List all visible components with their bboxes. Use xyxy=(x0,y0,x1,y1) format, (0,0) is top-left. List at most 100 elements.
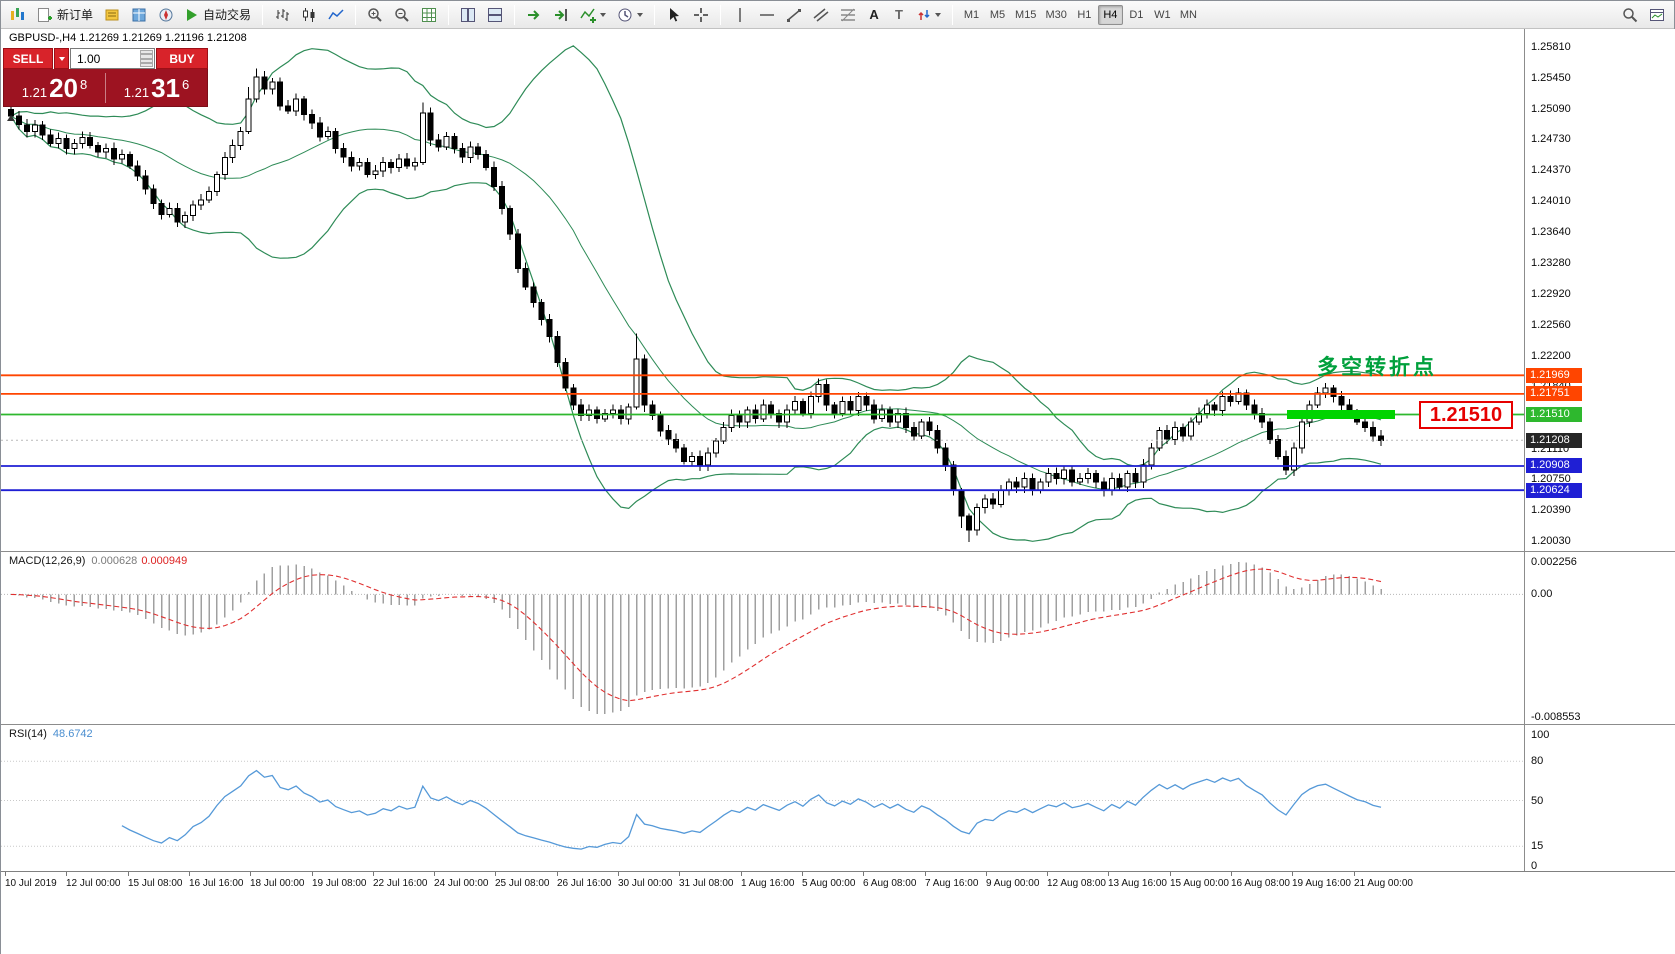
volume-decrease-button[interactable] xyxy=(140,58,153,67)
app-icon xyxy=(5,4,31,26)
chart-shift-button[interactable] xyxy=(548,4,574,26)
candle xyxy=(23,124,30,133)
rsi-scale[interactable]: 100 80 50 15 0 xyxy=(1524,725,1675,871)
volume-spinner xyxy=(140,50,153,67)
search-button[interactable] xyxy=(1617,4,1643,26)
time-axis-tick xyxy=(250,872,251,876)
toolbar-separator xyxy=(654,4,656,25)
chart-profile-button[interactable] xyxy=(1644,4,1670,26)
timeframe-button-m1[interactable]: M1 xyxy=(963,8,980,21)
main-chart-pane[interactable]: 1.25810 1.25450 1.25090 1.24730 1.24370 1.240… xyxy=(1,29,1675,551)
timeframe-button-m15[interactable]: M15 xyxy=(1015,8,1037,21)
chart-annotation-text[interactable]: 多空转折点 xyxy=(1317,356,1437,379)
rsi-axis-label: 100 xyxy=(1531,729,1550,741)
candle xyxy=(340,148,347,158)
zoom-in-button[interactable] xyxy=(362,4,388,26)
sell-options-dropdown[interactable] xyxy=(54,48,69,69)
market-watch-button[interactable] xyxy=(99,4,125,26)
candle xyxy=(1314,392,1321,406)
new-order-button[interactable]: 新订单 xyxy=(32,4,98,26)
candle xyxy=(609,409,616,415)
timeframe-button-d1[interactable]: D1 xyxy=(1129,8,1144,21)
price-scale[interactable]: 1.25810 1.25450 1.25090 1.24730 1.24370 1.240… xyxy=(1524,29,1675,551)
navigator-icon xyxy=(159,8,173,21)
candle xyxy=(673,438,680,449)
timeframe-button-m30[interactable]: M30 xyxy=(1045,8,1067,21)
line-chart-button[interactable] xyxy=(323,4,349,26)
trendline-tool-button[interactable] xyxy=(781,4,807,26)
time-axis-label: 30 Jul 00:00 xyxy=(618,878,673,889)
sell-button[interactable]: SELL xyxy=(3,48,53,69)
candle xyxy=(1005,481,1012,491)
text-tool-button[interactable]: A xyxy=(862,4,886,26)
auto-scroll-button[interactable] xyxy=(521,4,547,26)
label-tool-button[interactable]: T xyxy=(887,4,911,26)
time-axis-tick xyxy=(66,872,67,876)
candle xyxy=(404,158,410,167)
vertical-line-tool-button[interactable] xyxy=(727,4,753,26)
data-window-button[interactable] xyxy=(126,4,152,26)
rsi-pane[interactable]: 100 80 50 15 0 RSI(14) 48.6742 xyxy=(1,724,1675,871)
bar-chart-button[interactable] xyxy=(269,4,295,26)
timeframe-button-h1[interactable]: H1 xyxy=(1077,8,1092,21)
arrows-tool-dropdown[interactable] xyxy=(912,4,946,26)
candle xyxy=(31,124,38,133)
time-axis-tick xyxy=(557,872,558,876)
macd-scale[interactable]: 0.002256 0.00 -0.008553 xyxy=(1524,552,1675,724)
time-axis[interactable]: 10 Jul 2019 12 Jul 00:00 15 Jul 08:00 16 Ju… xyxy=(1,871,1675,893)
chart-grid-button[interactable] xyxy=(416,4,442,26)
cursor-tool-button[interactable] xyxy=(661,4,687,26)
periods-icon xyxy=(618,8,632,21)
toolbar: 新订单 自动交易 xyxy=(1,1,1674,29)
candle xyxy=(1211,404,1218,411)
candle xyxy=(1378,435,1384,441)
market-watch-icon xyxy=(105,9,119,20)
time-axis-label: 5 Aug 00:00 xyxy=(802,878,856,889)
cascade-windows-button[interactable] xyxy=(482,4,508,26)
candle xyxy=(1362,421,1369,428)
channel-tool-button[interactable] xyxy=(808,4,834,26)
price-level-tag[interactable]: 1.20624 xyxy=(1526,483,1582,498)
autotrade-button[interactable]: 自动交易 xyxy=(180,4,256,26)
thick-green-line-object[interactable] xyxy=(1287,410,1395,419)
candlestick-chart-button[interactable] xyxy=(296,4,322,26)
macd-canvas[interactable] xyxy=(1,552,1524,724)
candle xyxy=(95,144,102,153)
candle xyxy=(847,401,854,411)
one-click-panel-toggle[interactable] xyxy=(5,113,17,123)
fibonacci-tool-button[interactable] xyxy=(835,4,861,26)
rsi-canvas[interactable] xyxy=(1,725,1524,871)
toolbar-separator xyxy=(720,4,722,25)
price-level-tag[interactable]: 1.21751 xyxy=(1526,386,1582,401)
sell-price-display[interactable]: 1.21 20 8 xyxy=(4,73,105,103)
horizontal-line-tool-button[interactable] xyxy=(754,4,780,26)
price-callout-box[interactable]: 1.21510 xyxy=(1419,401,1513,429)
macd-main-value: 0.000628 xyxy=(91,555,138,567)
buy-price-base: 1.21 xyxy=(123,84,150,100)
candle xyxy=(1148,447,1155,466)
timeframe-button-m5[interactable]: M5 xyxy=(989,8,1006,21)
macd-pane[interactable]: 0.002256 0.00 -0.008553 MACD(12,26,9) 0.000… xyxy=(1,551,1675,724)
timeframe-button-w1[interactable]: W1 xyxy=(1154,8,1171,21)
candle xyxy=(697,455,703,466)
buy-price-display[interactable]: 1.21 31 6 xyxy=(106,73,207,103)
candle xyxy=(1180,426,1186,437)
timeframe-button-h4[interactable]: H4 xyxy=(1097,4,1123,25)
volume-input[interactable] xyxy=(71,49,154,68)
buy-button[interactable]: BUY xyxy=(156,48,208,69)
price-level-tag[interactable]: 1.21969 xyxy=(1526,368,1582,383)
crosshair-tool-button[interactable] xyxy=(688,4,714,26)
timeframe-button-mn[interactable]: MN xyxy=(1179,8,1197,21)
candle xyxy=(831,404,838,415)
candle xyxy=(261,76,268,90)
tile-windows-button[interactable] xyxy=(455,4,481,26)
price-level-tag[interactable]: 1.20908 xyxy=(1526,458,1582,473)
main-chart-canvas[interactable] xyxy=(1,29,1524,551)
line-chart-icon xyxy=(328,8,344,19)
price-level-tag[interactable]: 1.21510 xyxy=(1526,407,1582,422)
indicators-dropdown[interactable] xyxy=(575,4,611,26)
periods-dropdown[interactable] xyxy=(612,4,648,26)
navigator-button[interactable] xyxy=(153,4,179,26)
zoom-out-button[interactable] xyxy=(389,4,415,26)
volume-increase-button[interactable] xyxy=(140,50,153,59)
